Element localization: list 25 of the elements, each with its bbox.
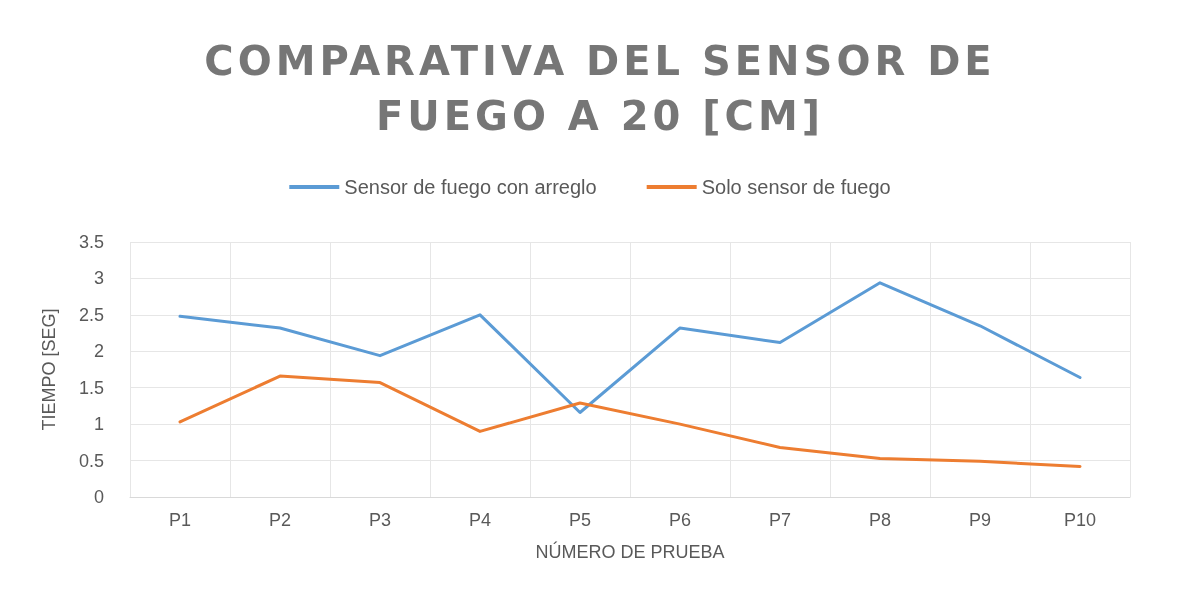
x-tick-label: P6 [668, 510, 692, 530]
x-tick-label: P7 [768, 510, 792, 530]
x-tick-label: P4 [468, 510, 492, 530]
x-tick-label: P10 [1063, 510, 1097, 530]
y-tick-label: 0 [93, 487, 104, 507]
chart-title: COMPARATIVA DEL SENSOR DE FUEGO A 20 [CM] [203, 37, 997, 141]
y-tick-label: 3 [93, 268, 104, 289]
x-tick-label: P8 [868, 510, 892, 530]
x-tick-label: P9 [968, 510, 992, 530]
x-tick-label: P5 [568, 510, 592, 530]
y-tick-label: 3.5 [78, 232, 104, 252]
y-tick-label: 2.5 [78, 304, 104, 325]
y-tick-label: 1 [93, 414, 104, 435]
y-tick-label: 2 [93, 341, 104, 362]
y-axis-title: TIEMPO [SEG] [39, 308, 59, 431]
legend-label: Sensor de fuego con arreglo [344, 176, 597, 198]
x-tick-label: P2 [268, 510, 292, 530]
x-tick-label: P3 [368, 510, 392, 530]
line-series [178, 281, 1082, 414]
x-tick-label: P1 [168, 510, 192, 530]
y-tick-label: 1.5 [78, 377, 104, 398]
line-series [178, 374, 1082, 468]
y-tick-label: 0.5 [78, 450, 104, 471]
x-axis-title: NÚMERO DE PRUEBA [535, 541, 725, 562]
legend-label: Solo sensor de fuego [701, 176, 891, 198]
